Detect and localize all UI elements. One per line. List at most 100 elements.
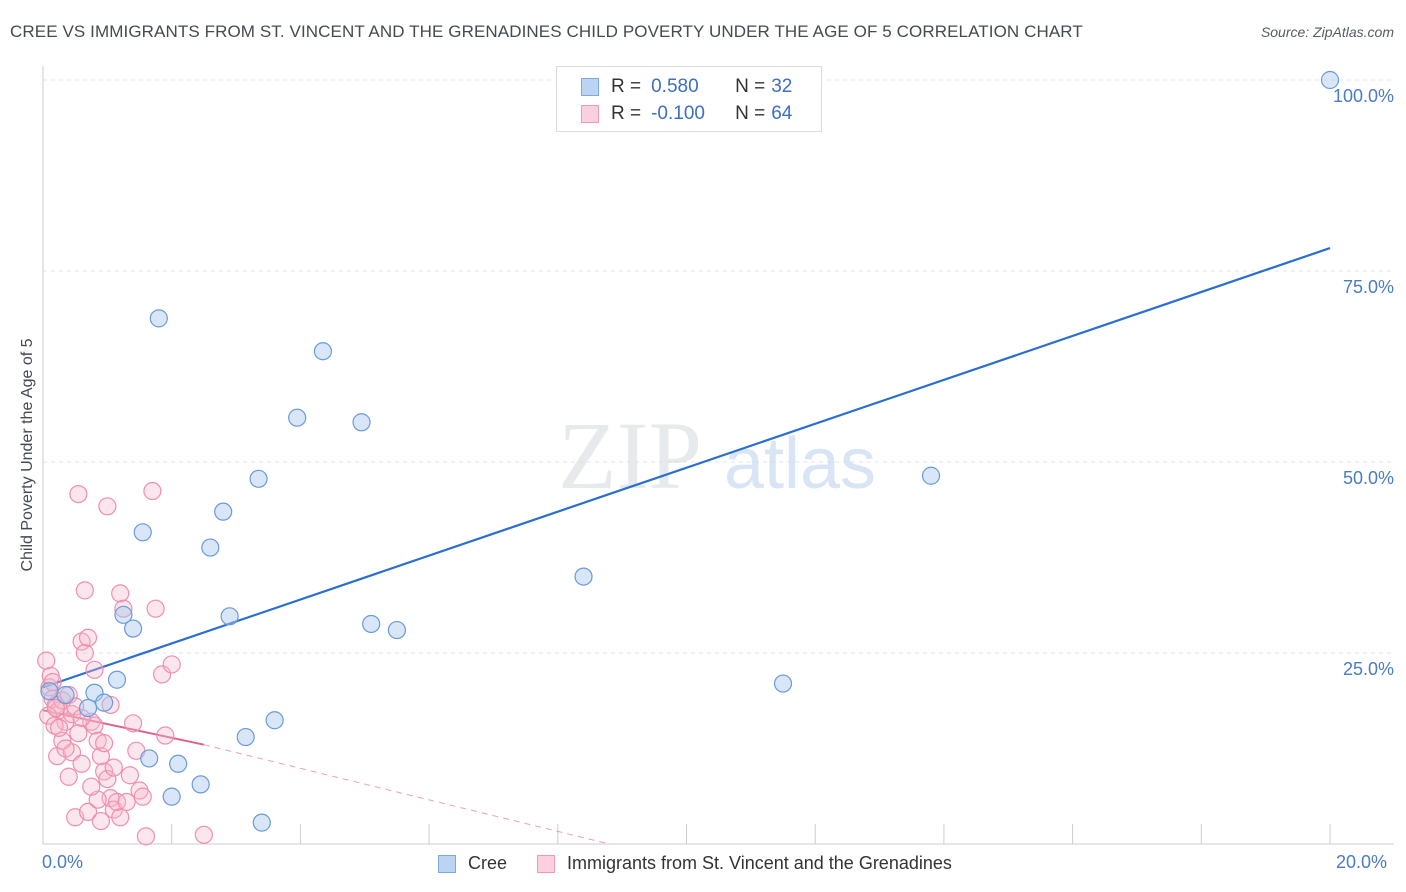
cree-point: [140, 749, 159, 768]
cree-point: [249, 469, 268, 488]
trend-lines: [42, 247, 1331, 845]
svg-point: [37, 651, 56, 670]
svg-point: [111, 808, 130, 827]
cree-point: [773, 674, 793, 693]
series-legend: Cree Immigrants from St. Vincent and the…: [438, 853, 982, 874]
cree-point: [78, 698, 98, 718]
svg-trend-extension: [203, 744, 610, 845]
correlation-legend: R = 0.580 N = 32 R = -0.100 N = 64: [556, 66, 822, 132]
svg-legend-swatch: [537, 854, 556, 873]
cree-point: [56, 685, 75, 705]
svg-point: [95, 734, 114, 753]
svg-point: [107, 792, 127, 812]
svg-point: [117, 792, 136, 812]
n-label: N =: [735, 76, 766, 97]
svg-point: [82, 777, 101, 796]
y-axis-label: Child Poverty Under the Age of 5: [19, 338, 36, 572]
cree-point: [352, 413, 371, 432]
svg-swatch: [581, 105, 599, 123]
cree-point: [169, 754, 188, 773]
cree-point: [1320, 70, 1340, 90]
svg-point: [143, 481, 162, 501]
svg-point: [78, 628, 98, 647]
svg-point: [114, 599, 133, 618]
cree-legend-swatch: [438, 854, 456, 873]
cree-trend-line: [42, 247, 1331, 689]
cree-point: [201, 538, 220, 557]
cree-r-value: 0.580: [651, 76, 699, 97]
svg-point: [111, 584, 130, 603]
cree-point: [313, 342, 333, 361]
svg-point: [39, 706, 58, 725]
data-points: [37, 70, 1340, 846]
cree-point: [220, 607, 239, 626]
svg-point: [75, 581, 94, 600]
watermark-zip: ZIP: [558, 402, 702, 509]
svg-point: [56, 739, 75, 758]
svg-point: [98, 497, 117, 516]
chart-title: CREE VS IMMIGRANTS FROM ST. VINCENT AND …: [10, 22, 1083, 41]
svg-n-value: 64: [771, 103, 793, 124]
legend-item-svg: Immigrants from St. Vincent and the Gren…: [537, 853, 952, 874]
svg-trend-line: [42, 709, 205, 746]
watermark: ZIP atlas: [558, 402, 876, 509]
cree-point: [921, 466, 941, 485]
cree-point: [362, 614, 381, 634]
y-tick-label: 25.0%: [1342, 659, 1394, 679]
x-tick-label-min: 0.0%: [42, 852, 84, 872]
svg-point: [98, 769, 117, 789]
svg-point: [194, 825, 213, 844]
cree-point: [252, 813, 271, 832]
svg-point: [46, 698, 65, 718]
svg-point: [75, 643, 94, 663]
svg-point: [120, 766, 139, 785]
svg-point: [85, 660, 104, 679]
r-label: R =: [611, 76, 642, 97]
svg-point: [133, 787, 152, 806]
cree-point: [162, 787, 181, 806]
y-tick-label: 75.0%: [1342, 277, 1394, 297]
cree-point: [40, 682, 59, 701]
cree-point: [191, 775, 210, 794]
y-tick-label: 100.0%: [1332, 86, 1394, 106]
cree-point: [123, 619, 143, 638]
svg-point: [136, 827, 156, 846]
svg-point: [162, 655, 181, 674]
legend-row-svg: R = -0.100 N = 64: [581, 103, 792, 125]
cree-point: [107, 670, 127, 689]
svg-point: [72, 754, 91, 773]
legend-item-cree: Cree: [438, 853, 507, 874]
svg-point: [152, 665, 172, 684]
n-label: N =: [735, 103, 766, 124]
svg-point: [91, 811, 111, 831]
legend-row-cree: R = 0.580 N = 32: [581, 76, 792, 98]
cree-point: [133, 523, 152, 542]
x-tick-label-max: 20.0%: [1336, 852, 1388, 872]
cree-point: [85, 683, 104, 702]
cree-point: [149, 309, 168, 328]
svg-r-value: -0.100: [651, 103, 705, 124]
svg-point: [59, 767, 78, 786]
cree-point: [214, 502, 233, 521]
svg-point: [49, 718, 69, 737]
svg-point: [156, 726, 175, 745]
cree-point: [95, 693, 114, 712]
y-tick-label: 50.0%: [1342, 468, 1394, 488]
svg-legend-label: Immigrants from St. Vincent and the Gren…: [567, 853, 952, 873]
cree-point: [265, 711, 284, 730]
cree-legend-label: Cree: [468, 853, 508, 873]
axes: [42, 66, 1394, 845]
svg-point: [69, 724, 88, 743]
svg-point: [78, 802, 98, 822]
cree-swatch: [581, 78, 599, 96]
svg-point: [69, 484, 88, 504]
cree-point: [288, 408, 307, 427]
r-label: R =: [611, 103, 642, 124]
cree-point: [236, 727, 255, 747]
svg-point: [146, 599, 165, 618]
svg-point: [72, 708, 91, 728]
svg-point: [104, 758, 123, 777]
cree-point: [574, 567, 593, 586]
cree-point: [114, 605, 133, 624]
